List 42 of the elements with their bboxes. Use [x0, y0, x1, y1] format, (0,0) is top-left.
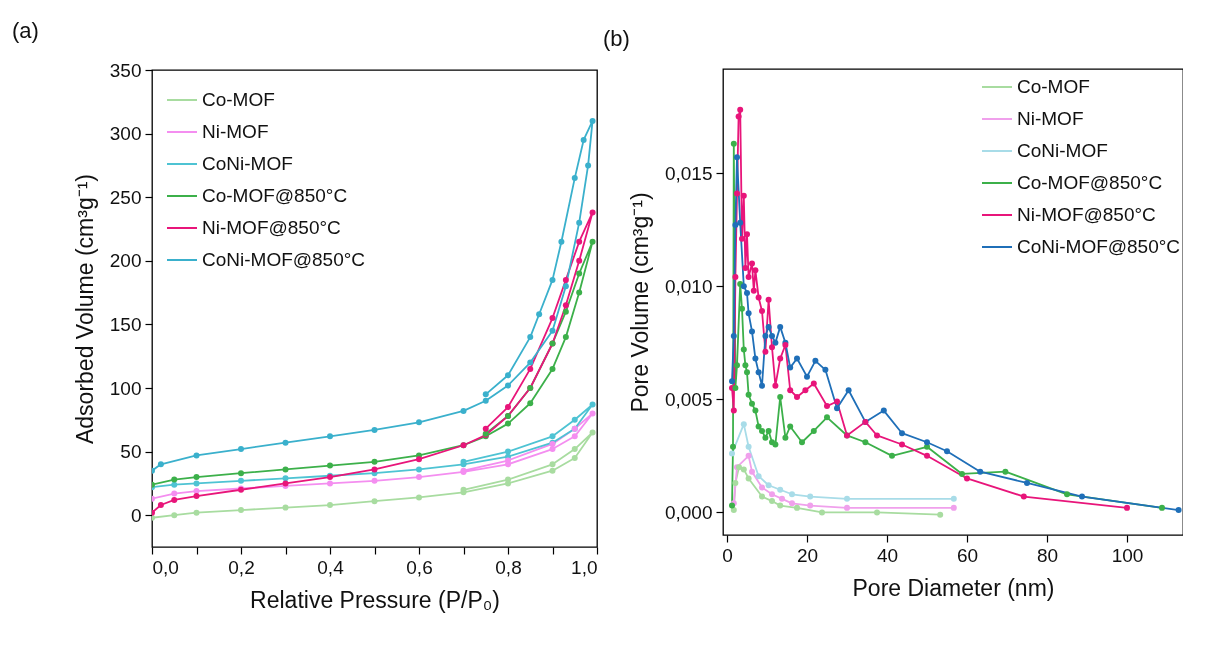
x-tick-label: 0,6: [406, 556, 433, 578]
x-tick-label: 0: [722, 544, 733, 566]
legend-label: CoNi-MOF: [1017, 140, 1108, 161]
x-axis-title: Pore Diameter (nm): [852, 574, 1055, 601]
x-tick-label: 20: [796, 544, 819, 566]
y-tick-label: 0,005: [664, 388, 713, 410]
y-tick-label: 0,015: [664, 162, 713, 184]
legend-label: Co-MOF: [1017, 76, 1090, 97]
y-tick-label: 350: [109, 59, 142, 81]
y-tick-label: 0: [130, 504, 142, 526]
x-tick-label: 0,2: [228, 556, 255, 578]
y-tick-label: 300: [109, 123, 142, 145]
legend-label: Co-MOF@850°C: [202, 185, 348, 206]
legend-label: Ni-MOF@850°C: [1017, 204, 1156, 225]
x-tick-label: 60: [956, 544, 979, 566]
x-tick-label: 1,0: [571, 556, 598, 578]
legend-label: Co-MOF: [202, 89, 275, 110]
legend-label: Ni-MOF: [202, 121, 269, 142]
y-tick-label: 50: [120, 441, 142, 463]
y-tick-label: 250: [109, 186, 142, 208]
x-tick-label: 0,8: [495, 556, 522, 578]
chart-title: (a): [12, 18, 39, 43]
y-tick-label: 100: [109, 377, 142, 399]
y-tick-label: 0,000: [664, 501, 713, 523]
y-tick-label: 0,010: [664, 275, 713, 297]
chart-title: (b): [603, 26, 630, 51]
y-axis-title: Pore Volume (cm³g⁻¹): [626, 192, 653, 413]
x-tick-label: 0,4: [317, 556, 345, 578]
x-tick-label: 40: [876, 544, 899, 566]
legend-label: Ni-MOF: [1017, 108, 1084, 129]
legend-label: CoNi-MOF: [202, 153, 293, 174]
legend-label: Ni-MOF@850°C: [202, 217, 341, 238]
x-tick-label: 80: [1036, 544, 1059, 566]
y-axis-title: Adsorbed Volume (cm³g⁻¹): [71, 173, 98, 445]
x-axis-title: Relative Pressure (P/P₀): [250, 586, 500, 613]
y-tick-label: 150: [109, 313, 142, 335]
x-tick-label: 0,0: [152, 556, 179, 578]
legend-label: Co-MOF@850°C: [1017, 172, 1163, 193]
legend-label: CoNi-MOF@850°C: [202, 249, 366, 270]
y-tick-label: 200: [109, 250, 142, 272]
legend-label: CoNi-MOF@850°C: [1017, 236, 1181, 257]
x-tick-label: 100: [1111, 544, 1144, 566]
